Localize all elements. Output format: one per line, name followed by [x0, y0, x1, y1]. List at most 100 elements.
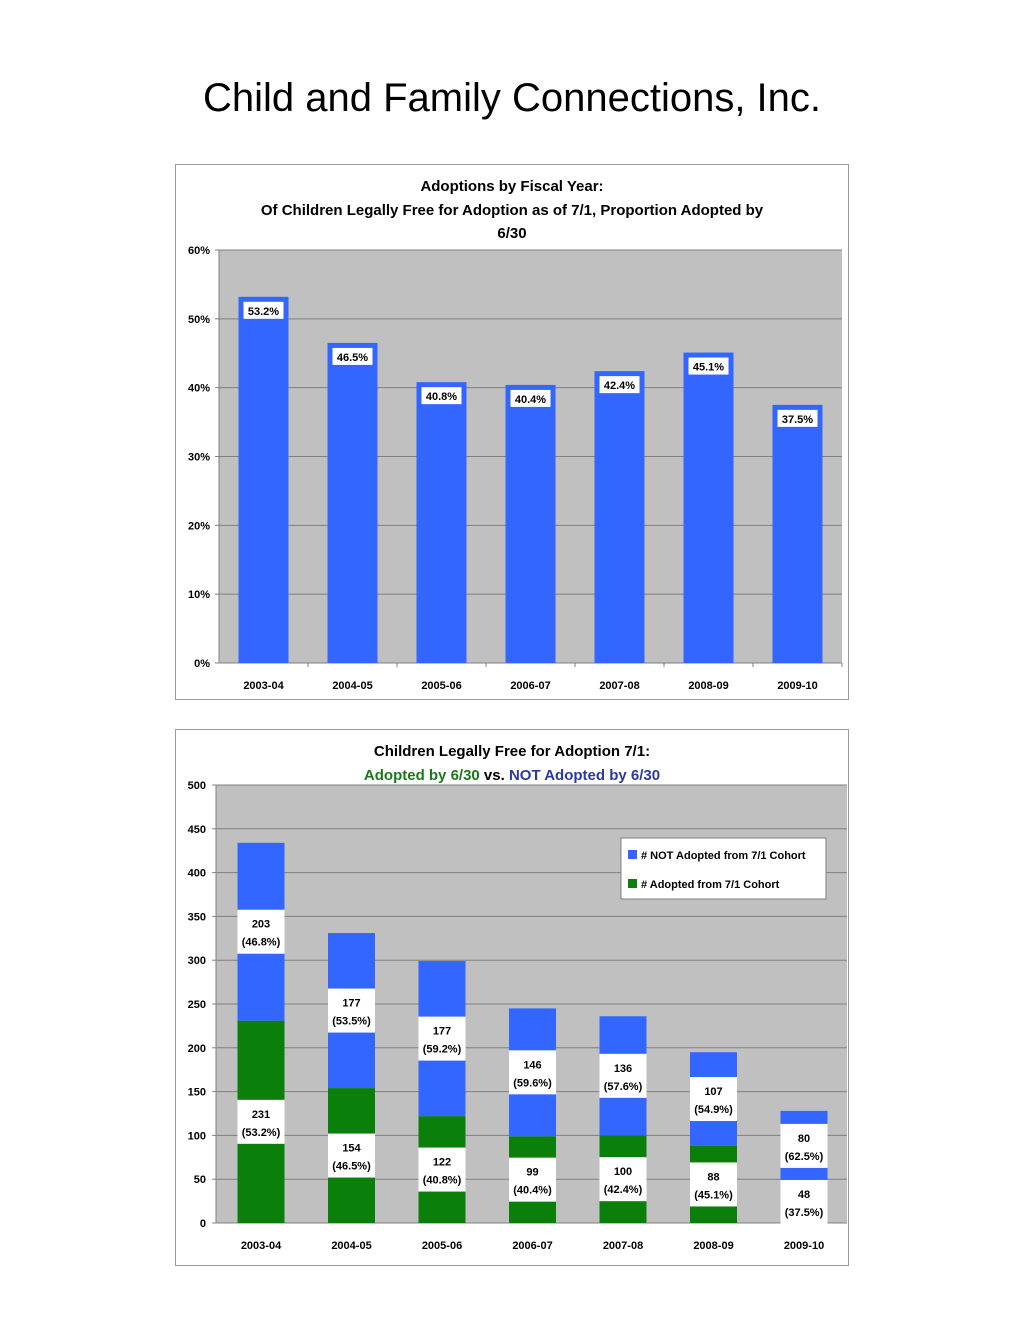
- chart2-label-not-adopted-percent: (53.5%): [332, 1016, 371, 1028]
- chart1-bar: [772, 404, 823, 663]
- chart2-label-adopted-percent: (37.5%): [785, 1207, 824, 1219]
- chart1-bar: [505, 384, 556, 663]
- chart1-data-label: 42.4%: [604, 380, 635, 392]
- chart2-y-tick-label: 450: [188, 824, 206, 836]
- chart2-legend-swatch-adopted: [628, 879, 637, 888]
- chart2-x-tick-label: 2005-06: [422, 1240, 462, 1252]
- chart1-x-tick-label: 2003-04: [243, 680, 284, 692]
- chart2-label-adopted-bg: [418, 1147, 466, 1192]
- adoption-rate-chart: Adoptions by Fiscal Year: Of Children Le…: [175, 164, 849, 700]
- chart2-x-tick-label: 2008-09: [693, 1240, 733, 1252]
- chart1-data-label-bg: [510, 389, 551, 407]
- chart2-y-tick-label: 400: [188, 868, 206, 880]
- chart1-bar: [416, 382, 467, 663]
- chart1-data-label: 40.8%: [426, 391, 457, 403]
- chart2-label-adopted-count: 99: [526, 1167, 538, 1179]
- chart1-x-tick-label: 2009-10: [777, 680, 817, 692]
- chart2-svg: 0 50 100 150 200 250 300 350 400 450 500 231 (53.2%)…: [188, 780, 847, 1252]
- chart2-label-not-adopted-count: 177: [342, 998, 360, 1010]
- chart1-bar: [683, 352, 734, 663]
- chart1-data-label: 37.5%: [782, 414, 813, 426]
- chart1-bar: [238, 296, 289, 663]
- cohort-stacked-chart: Children Legally Free for Adoption 7/1: …: [175, 729, 849, 1266]
- chart2-title-adopted: Adopted by 6/30: [363, 767, 480, 784]
- chart1-x-tick-label: 2006-07: [510, 680, 550, 692]
- chart2-title-line1: Children Legally Free for Adoption 7/1:: [373, 743, 651, 760]
- chart1-data-label: 45.1%: [693, 362, 724, 374]
- chart1-data-label-bg: [243, 301, 284, 319]
- chart2-x-tick-label: 2009-10: [784, 1240, 824, 1252]
- chart1-data-label: 40.4%: [515, 394, 546, 406]
- chart2-label-adopted-count: 122: [433, 1157, 451, 1169]
- chart1-title-line2: Of Children Legally Free for Adoption as…: [260, 202, 764, 219]
- chart2-title-line2: Adopted by 6/30 vs. NOT Adopted by 6/30: [176, 764, 848, 788]
- chart2-label-not-adopted-bg: [328, 988, 375, 1033]
- chart2-y-tick-label: 150: [188, 1087, 206, 1099]
- chart2-label-not-adopted-bg: [599, 1053, 647, 1098]
- chart1-x-tick-label: 2004-05: [332, 680, 372, 692]
- chart2-label-not-adopted-percent: (57.6%): [604, 1081, 643, 1093]
- chart2-label-adopted-percent: (40.8%): [423, 1175, 462, 1187]
- chart2-label-not-adopted-bg: [509, 1050, 556, 1095]
- chart2-label-not-adopted-count: 203: [252, 919, 270, 931]
- chart2-y-tick-label: 100: [188, 1130, 206, 1142]
- chart2-label-not-adopted-bg: [418, 1016, 466, 1061]
- chart1-y-tick-label: 40%: [188, 383, 210, 395]
- chart1-data-label-bg: [599, 376, 640, 394]
- chart2-legend: [620, 837, 827, 900]
- chart2-label-not-adopted-percent: (46.8%): [242, 937, 281, 949]
- chart2-label-adopted-count: 231: [252, 1109, 270, 1121]
- chart1-x-tick-label: 2007-08: [599, 680, 639, 692]
- chart2-y-tick-label: 200: [188, 1043, 206, 1055]
- chart1-bar: [327, 342, 378, 663]
- chart1-x-tick-label: 2005-06: [421, 680, 461, 692]
- chart1-x-tick-label: 2008-09: [688, 680, 728, 692]
- chart2-label-not-adopted-count: 136: [614, 1063, 632, 1075]
- chart2-label-adopted-bg: [328, 1133, 375, 1178]
- chart2-label-not-adopted-bg: [690, 1077, 737, 1122]
- chart2-x-tick-label: 2006-07: [512, 1240, 552, 1252]
- chart2-x-tick-label: 2003-04: [241, 1240, 282, 1252]
- chart1-data-label: 53.2%: [248, 306, 279, 318]
- chart2-y-tick-label: 0: [200, 1218, 206, 1230]
- chart1-title-line3: 6/30: [497, 225, 527, 242]
- chart2-label-not-adopted-count: 177: [433, 1026, 451, 1038]
- chart1-y-tick-label: 10%: [188, 589, 210, 601]
- chart1-bar: [594, 371, 645, 663]
- chart2-x-tick-label: 2004-05: [331, 1240, 371, 1252]
- chart2-y-tick-label: 500: [188, 780, 206, 792]
- chart2-label-adopted-count: 154: [342, 1143, 361, 1155]
- chart2-y-tick-label: 50: [194, 1174, 206, 1186]
- chart2-label-adopted-percent: (42.4%): [604, 1184, 643, 1196]
- chart1-data-label-bg: [688, 357, 729, 375]
- chart1-data-label: 46.5%: [337, 352, 368, 364]
- chart2-label-adopted-percent: (40.4%): [513, 1185, 552, 1197]
- chart1-data-label-bg: [421, 387, 462, 405]
- page-title: Child and Family Connections, Inc.: [202, 76, 822, 120]
- chart2-label-not-adopted-count: 107: [704, 1086, 722, 1098]
- chart2-title-vs: vs.: [479, 767, 509, 784]
- chart2-label-adopted-count: 100: [614, 1166, 632, 1178]
- chart2-title-not: NOT Adopted by 6/30: [508, 767, 661, 784]
- chart2-label-not-adopted-percent: (62.5%): [785, 1151, 824, 1163]
- chart1-y-tick-label: 20%: [188, 520, 210, 532]
- chart2-label-adopted-percent: (45.1%): [694, 1189, 733, 1201]
- chart2-label-not-adopted-count: 146: [523, 1059, 541, 1071]
- chart1-svg: 0% 10% 20% 30% 40% 50% 60% 53.2% 2003-04 46.5% 200…: [188, 245, 843, 692]
- chart2-label-adopted-bg: [690, 1162, 737, 1207]
- chart1-y-tick-label: 50%: [188, 314, 210, 326]
- chart2-label-adopted-count: 48: [798, 1189, 810, 1201]
- chart1-y-tick-label: 0%: [194, 658, 210, 670]
- chart1-data-label-bg: [777, 409, 818, 427]
- chart1-data-label-bg: [332, 347, 373, 365]
- chart2-label-not-adopted-percent: (54.9%): [694, 1104, 733, 1116]
- chart2-label-adopted-count: 88: [707, 1171, 719, 1183]
- chart2-legend-label-adopted: # Adopted from 7/1 Cohort: [641, 879, 780, 891]
- chart2-x-tick-label: 2007-08: [603, 1240, 643, 1252]
- chart2-legend-label-not-adopted: # NOT Adopted from 7/1 Cohort: [641, 850, 806, 862]
- chart2-label-not-adopted-count: 80: [798, 1133, 810, 1145]
- chart2-label-not-adopted-percent: (59.6%): [513, 1077, 552, 1089]
- chart2-label-not-adopted-percent: (59.2%): [423, 1044, 462, 1056]
- chart2-label-not-adopted-bg: [237, 909, 285, 954]
- chart2-label-not-adopted-bg: [780, 1123, 828, 1168]
